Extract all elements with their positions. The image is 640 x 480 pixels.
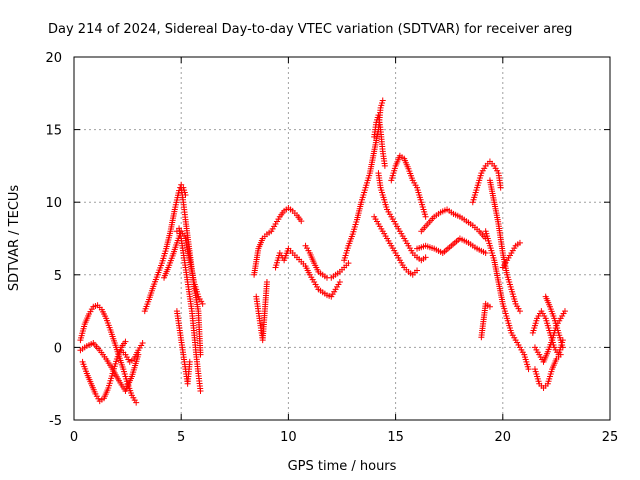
x-tick-label: 25: [602, 430, 619, 445]
data-point-block-4: [345, 260, 352, 267]
data-point-low-2: [414, 267, 421, 274]
data-point-block-3: [336, 279, 343, 286]
data-point-fall-3b: [525, 366, 532, 373]
x-tick-label: 5: [177, 430, 185, 445]
data-point-block-2: [263, 279, 270, 286]
data-point-rise-2: [379, 97, 386, 104]
data-point-hump-3: [497, 184, 504, 191]
y-tick-label: -5: [49, 414, 62, 429]
data-point-top-2: [381, 162, 388, 169]
data-point-fall-2: [422, 254, 429, 261]
y-tick-label: 10: [45, 196, 62, 211]
x-tick-label: 15: [387, 430, 404, 445]
y-tick-label: 5: [54, 269, 62, 284]
y-tick-label: 15: [45, 124, 62, 139]
x-tick-label: 20: [495, 430, 512, 445]
x-tick-label: 0: [70, 430, 78, 445]
data-point-lobe-d: [139, 340, 146, 347]
data-point-mid-1: [199, 300, 206, 307]
data-point-tail-4d: [559, 344, 566, 351]
y-tick-label: 0: [54, 341, 62, 356]
grid-layer: [74, 57, 610, 420]
data-point-band-3b: [482, 250, 489, 257]
x-axis-label: GPS time / hours: [288, 459, 397, 474]
data-point-iso-3: [486, 303, 493, 310]
data-point-hump-2: [422, 213, 429, 220]
data-point-late-3: [516, 239, 523, 246]
y-axis-label: SDTVAR / TECUs: [7, 185, 22, 292]
data-point-tail-4b: [557, 351, 564, 358]
data-point-lobe-b: [122, 338, 129, 345]
y-tick-label: 20: [45, 51, 62, 66]
plot-frame: [73, 56, 611, 421]
data-point-fall-1c: [186, 358, 193, 365]
data-point-lobe-a: [133, 399, 140, 406]
data-point-fall-1b: [197, 387, 204, 394]
x-tick-label: 10: [280, 430, 297, 445]
data-layer: [77, 97, 568, 406]
data-point-block-1: [298, 218, 305, 225]
chart-title: Day 214 of 2024, Sidereal Day-to-day VTE…: [48, 22, 572, 37]
data-point-fall-3: [516, 308, 523, 315]
tick-layer: 0 5 10 15 20 25 -5 0 5 10 15 20: [45, 51, 618, 445]
data-point-tail-4c: [561, 308, 568, 315]
